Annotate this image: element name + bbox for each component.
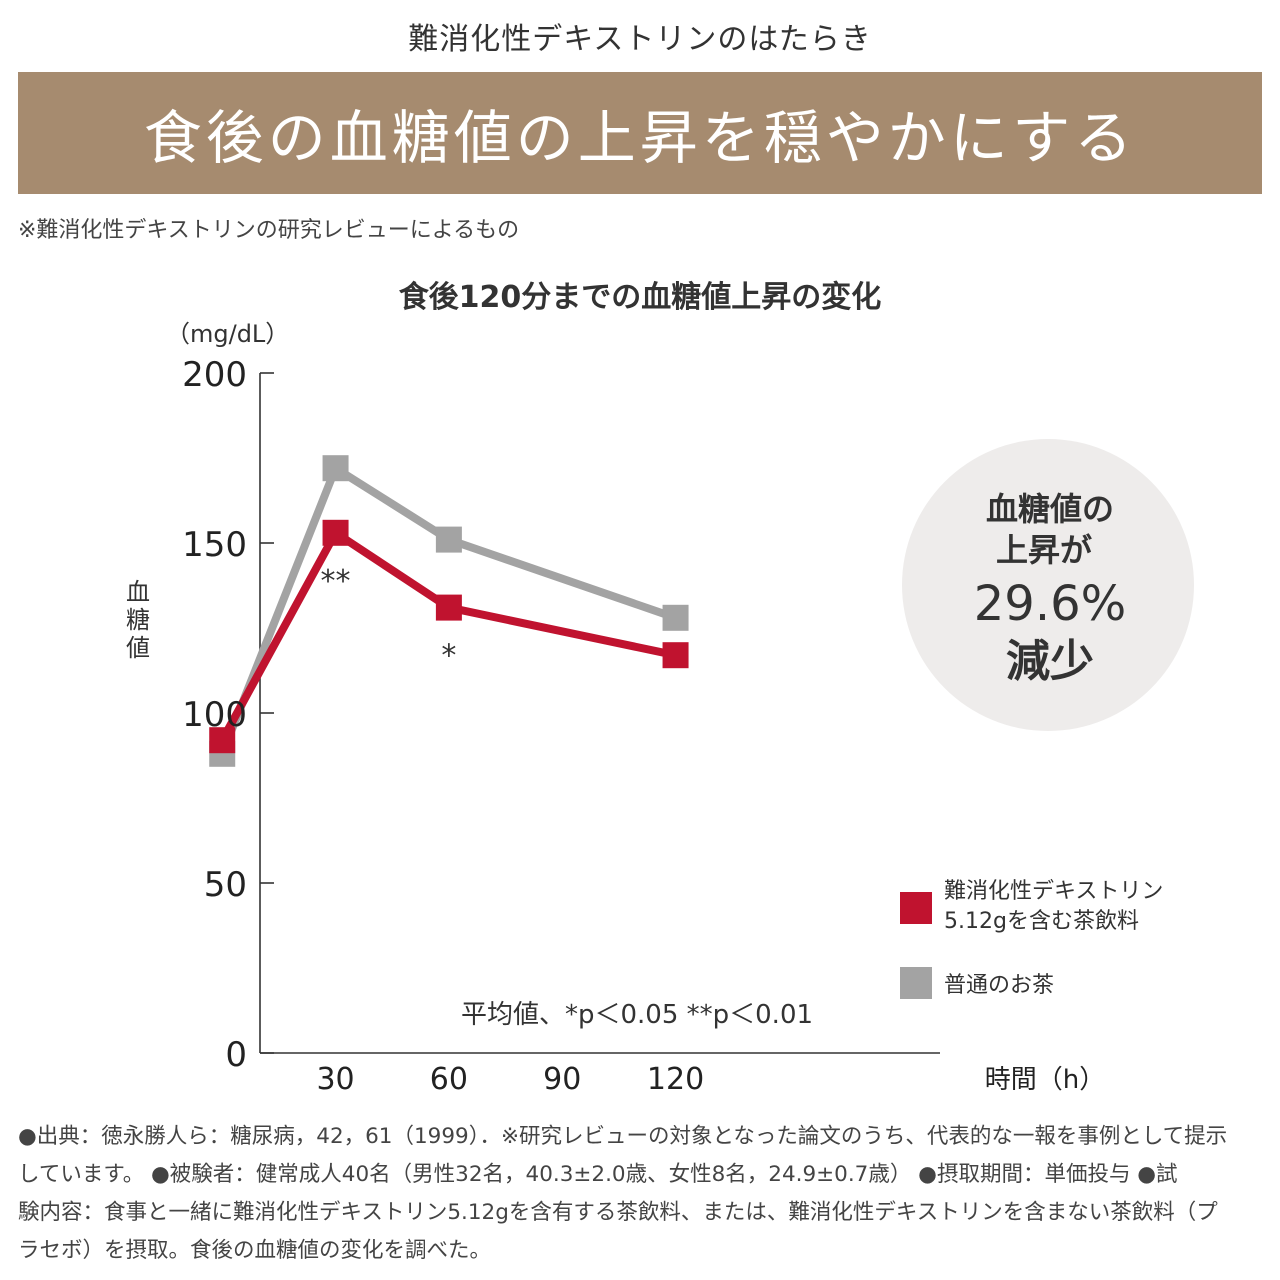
callout-value: 29.6% <box>974 576 1126 632</box>
axes <box>259 372 940 1054</box>
callout-line: 血糖値の <box>986 490 1114 528</box>
callout-line: 上昇が <box>996 531 1092 569</box>
data-point <box>435 526 462 553</box>
significance-mark: ** <box>321 564 351 599</box>
data-point <box>209 727 236 754</box>
footnote-line: 験内容：食事と一緒に難消化性デキストリン5.12gを含有する茶飲料、または、難消… <box>18 1200 1218 1225</box>
x-axis-label: 時間（h） <box>985 1065 1105 1095</box>
data-point <box>322 519 349 546</box>
data-point <box>322 455 349 482</box>
x-tick-label: 60 <box>430 1062 468 1097</box>
page-subtitle: 難消化性デキストリンのはたらき <box>408 22 872 57</box>
legend-label: 難消化性デキストリン <box>944 879 1163 904</box>
data-point <box>662 642 689 669</box>
x-tick-label: 30 <box>316 1062 354 1097</box>
headline-text: 食後の血糖値の上昇を穏やかにする <box>143 104 1137 172</box>
y-tick-label: 0 <box>225 1035 247 1075</box>
legend-swatch-tea <box>900 967 932 999</box>
x-tick-label: 90 <box>543 1062 581 1097</box>
legend-label: 普通のお茶 <box>944 973 1054 998</box>
y-tick-label: 150 <box>182 525 247 565</box>
y-tick-label: 100 <box>182 695 247 735</box>
data-point <box>435 594 462 621</box>
legend-swatch-dextrin <box>900 892 932 924</box>
headline-banner: 食後の血糖値の上昇を穏やかにする <box>18 72 1262 194</box>
series-line <box>218 528 677 743</box>
y-unit-label: （mg/dL） <box>166 320 289 348</box>
significance-mark: * <box>441 639 456 674</box>
chart-title: 食後120分までの血糖値上昇の変化 <box>398 280 882 315</box>
series-line <box>218 464 677 756</box>
data-point <box>662 604 689 631</box>
footnote: ●出典：徳永勝人ら：糖尿病，42，61（1999）．※研究レビューの対象となった… <box>18 1118 1268 1270</box>
legend-label: 5.12gを含む茶飲料 <box>944 909 1139 934</box>
research-note: ※難消化性デキストリンの研究レビューによるもの <box>18 218 520 243</box>
footnote-line: ラセボ）を摂取。食後の血糖値の変化を調べた。 <box>18 1238 492 1263</box>
series-1 <box>209 519 689 754</box>
y-tick-label: 50 <box>204 865 247 905</box>
callout-tail: 減少 <box>1006 636 1094 687</box>
series-0 <box>209 455 689 767</box>
footnote-line: ●出典：徳永勝人ら：糖尿病，42，61（1999）．※研究レビューの対象となった… <box>18 1124 1228 1149</box>
y-axis-label: 血糖値 <box>126 578 150 662</box>
y-tick-label: 200 <box>182 355 247 395</box>
stat-note: 平均値、*p＜0.05 **p＜0.01 <box>461 1000 813 1030</box>
footnote-line: しています。 ●被験者：健常成人40名（男性32名，40.3±2.0歳、女性8名… <box>18 1162 1178 1187</box>
x-tick-label: 120 <box>647 1062 704 1097</box>
series-layer <box>209 455 689 767</box>
callout-circle <box>902 439 1194 731</box>
